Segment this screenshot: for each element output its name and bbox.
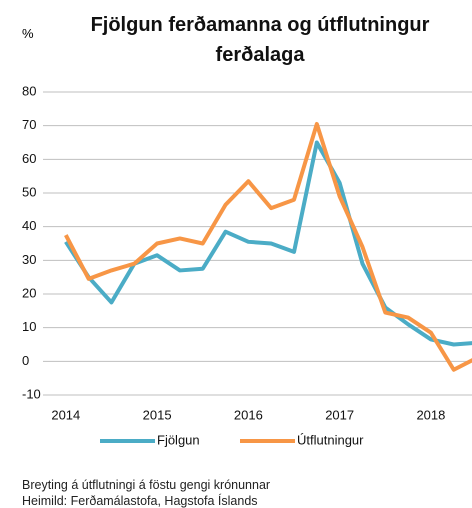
plot-area: [64, 121, 472, 372]
x-tick-label: 2016: [234, 407, 263, 422]
y-tick-label: 20: [22, 285, 36, 300]
chart-title: Fjölgun ferðamanna og útflutningur ferða…: [90, 14, 430, 66]
x-tick-label: 2018: [416, 407, 445, 422]
note: Heimild: Ferðamálastofa, Hagstofa Ísland…: [22, 494, 258, 508]
y-tick-label: 10: [22, 319, 36, 334]
y-tick-label: 50: [22, 184, 36, 199]
y-tick-label: 80: [22, 83, 36, 98]
y-tick-label: 0: [22, 353, 29, 368]
legend-label: Fjölgun: [157, 432, 200, 447]
x-tick-label: 2017: [325, 407, 354, 422]
x-tick-label: 2014: [51, 407, 80, 422]
series-line: [64, 121, 472, 372]
y-unit: %: [22, 26, 34, 41]
x-tick-label: 2015: [143, 407, 172, 422]
series-line: [64, 140, 472, 347]
y-tick-label: 30: [22, 252, 36, 267]
note: Breyting á útflutningi á föstu gengi kró…: [22, 478, 271, 492]
y-tick-label: 40: [22, 218, 36, 233]
legend-label: Útflutningur: [297, 432, 364, 447]
y-tick-label: 60: [22, 151, 36, 166]
y-tick-label: -10: [22, 386, 41, 401]
y-tick-label: 70: [22, 117, 36, 132]
